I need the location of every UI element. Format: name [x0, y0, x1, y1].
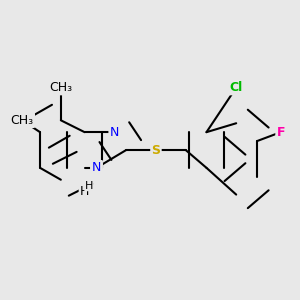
Text: H: H — [80, 185, 89, 198]
Text: H: H — [85, 181, 93, 191]
Text: Cl: Cl — [230, 81, 243, 94]
Text: CH₃: CH₃ — [49, 81, 72, 94]
Text: N: N — [92, 161, 101, 174]
Text: N: N — [91, 161, 102, 174]
Text: S: S — [152, 143, 160, 157]
Text: N: N — [110, 126, 119, 139]
Text: F: F — [277, 126, 285, 139]
Text: CH₃: CH₃ — [11, 114, 34, 127]
